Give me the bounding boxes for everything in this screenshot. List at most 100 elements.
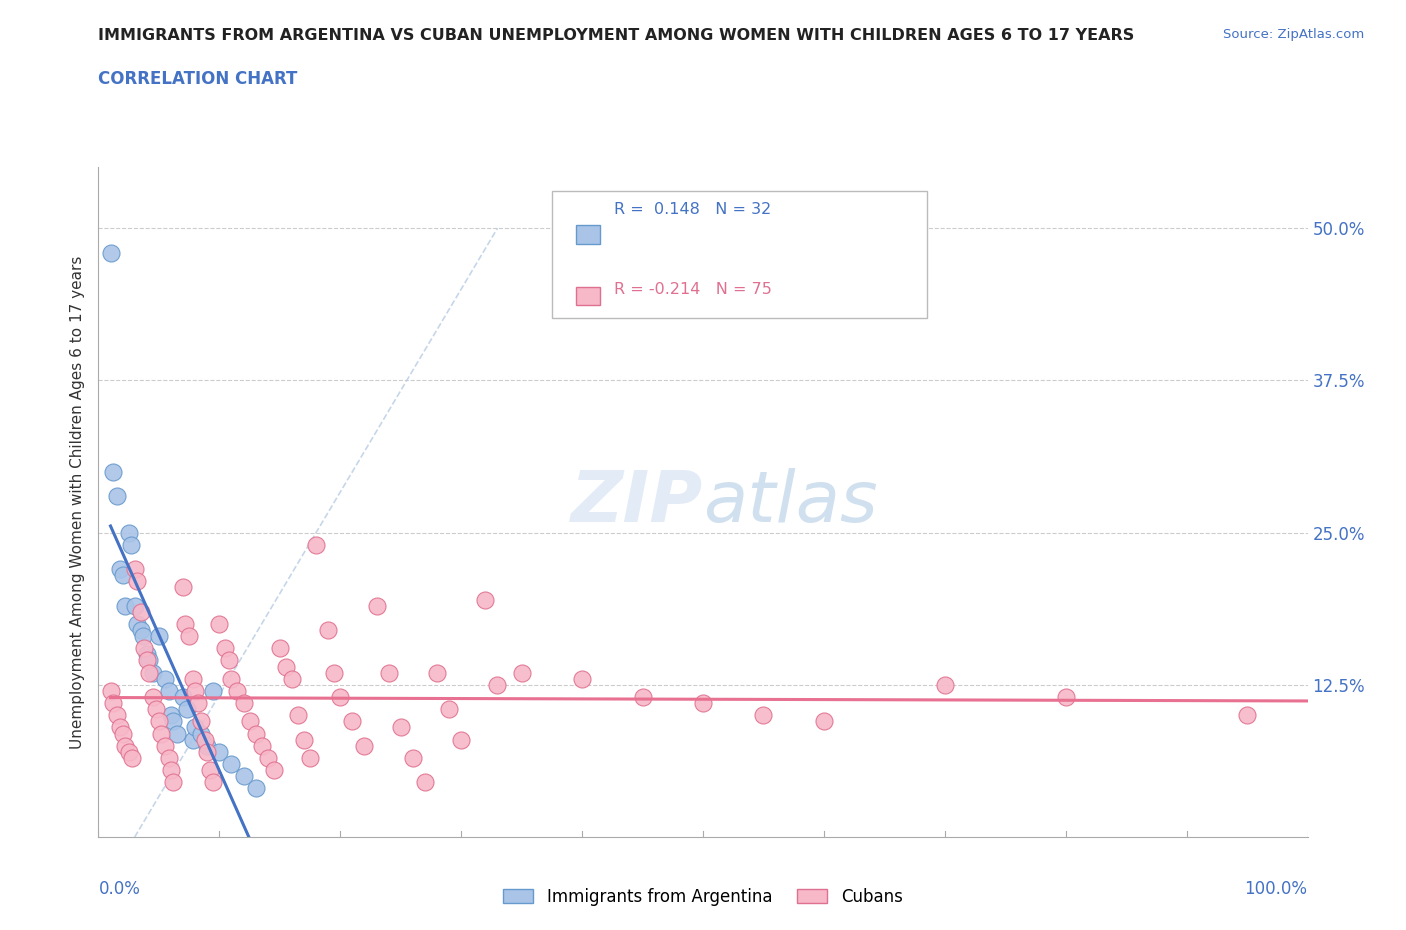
Point <box>692 696 714 711</box>
Point <box>135 647 157 662</box>
Point <box>134 641 156 656</box>
Point <box>190 726 212 741</box>
Point <box>181 671 204 686</box>
Point <box>127 574 149 589</box>
Point <box>202 684 225 698</box>
Point <box>263 763 285 777</box>
Point <box>176 702 198 717</box>
Point <box>172 580 194 595</box>
Point <box>450 732 472 747</box>
Point <box>108 562 131 577</box>
Point <box>413 775 436 790</box>
Point <box>366 598 388 613</box>
Point <box>157 684 180 698</box>
Point <box>221 756 243 771</box>
Point <box>124 562 146 577</box>
Point <box>101 696 124 711</box>
Point <box>269 641 291 656</box>
Point <box>148 714 170 729</box>
Point <box>111 726 134 741</box>
Point <box>129 622 152 637</box>
Point <box>631 689 654 704</box>
Point <box>292 732 315 747</box>
Point <box>179 629 201 644</box>
Point <box>232 696 254 711</box>
Point <box>121 751 143 765</box>
Point <box>316 622 339 637</box>
Point <box>245 726 267 741</box>
Point <box>305 538 328 552</box>
Point <box>214 641 236 656</box>
Bar <box>576 286 600 305</box>
Point <box>111 568 134 583</box>
Point <box>150 726 173 741</box>
Point <box>153 671 176 686</box>
Point <box>108 720 131 735</box>
Point <box>323 665 346 680</box>
Text: 100.0%: 100.0% <box>1244 880 1308 897</box>
Point <box>129 604 152 619</box>
Point <box>100 246 122 260</box>
Point <box>377 665 399 680</box>
Point <box>329 689 352 704</box>
Point <box>105 488 128 503</box>
Point <box>281 671 304 686</box>
Point <box>153 738 176 753</box>
Point <box>389 720 412 735</box>
Point <box>100 684 122 698</box>
Point <box>148 629 170 644</box>
Bar <box>576 225 600 244</box>
Point <box>486 677 509 692</box>
Text: R = -0.214   N = 75: R = -0.214 N = 75 <box>614 283 772 298</box>
Point <box>299 751 322 765</box>
Point <box>934 677 956 692</box>
Text: IMMIGRANTS FROM ARGENTINA VS CUBAN UNEMPLOYMENT AMONG WOMEN WITH CHILDREN AGES 6: IMMIGRANTS FROM ARGENTINA VS CUBAN UNEMP… <box>98 28 1135 43</box>
Point <box>118 744 141 759</box>
Point <box>120 538 142 552</box>
Point <box>138 665 160 680</box>
Point <box>114 598 136 613</box>
Y-axis label: Unemployment Among Women with Children Ages 6 to 17 years: Unemployment Among Women with Children A… <box>70 256 86 749</box>
Point <box>174 617 197 631</box>
Point <box>184 720 207 735</box>
Point <box>195 744 218 759</box>
Point <box>160 708 183 723</box>
Point <box>118 525 141 540</box>
Point <box>274 659 297 674</box>
FancyBboxPatch shape <box>553 191 927 318</box>
Point <box>162 775 184 790</box>
Point <box>226 684 249 698</box>
Point <box>752 708 775 723</box>
Point <box>571 671 593 686</box>
Text: 0.0%: 0.0% <box>98 880 141 897</box>
Point <box>105 708 128 723</box>
Point <box>1054 689 1077 704</box>
Point <box>157 751 180 765</box>
Point <box>232 769 254 784</box>
Point <box>1236 708 1258 723</box>
Point <box>208 617 231 631</box>
Point <box>166 726 188 741</box>
Point <box>256 751 278 765</box>
Point <box>208 744 231 759</box>
Point <box>138 653 160 668</box>
Point <box>342 714 364 729</box>
Text: atlas: atlas <box>703 468 877 537</box>
Text: CORRELATION CHART: CORRELATION CHART <box>98 70 298 87</box>
Point <box>353 738 375 753</box>
Point <box>813 714 835 729</box>
Text: R =  0.148   N = 32: R = 0.148 N = 32 <box>614 202 772 217</box>
Legend: Immigrants from Argentina, Cubans: Immigrants from Argentina, Cubans <box>496 881 910 912</box>
Text: Source: ZipAtlas.com: Source: ZipAtlas.com <box>1223 28 1364 41</box>
Point <box>239 714 262 729</box>
Point <box>160 763 183 777</box>
Point <box>132 629 155 644</box>
Point <box>162 714 184 729</box>
Point <box>184 684 207 698</box>
Point <box>510 665 533 680</box>
Point <box>187 696 209 711</box>
Text: ZIP: ZIP <box>571 468 703 537</box>
Point <box>194 732 217 747</box>
Point <box>181 732 204 747</box>
Point <box>287 708 309 723</box>
